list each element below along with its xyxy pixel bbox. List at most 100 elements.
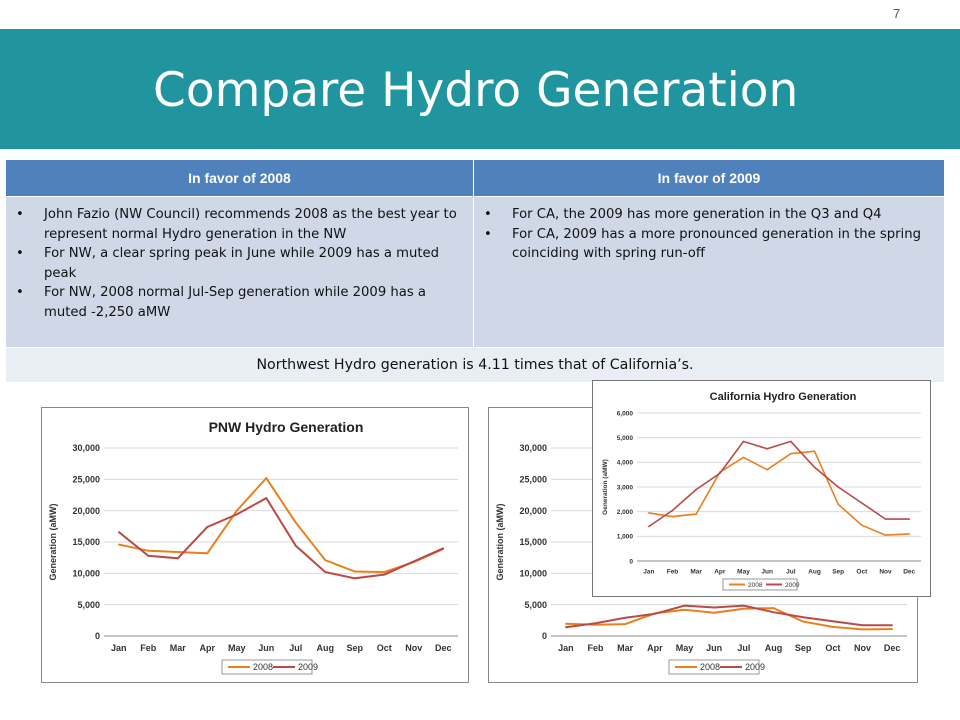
data-point (908, 518, 910, 520)
bullet-text: For NW, a clear spring peak in June whil… (44, 246, 440, 281)
data-point (176, 551, 179, 553)
y-tick-label: 0 (95, 631, 100, 641)
legend-box (221, 659, 313, 675)
pnw-hydro-chart: PNW Hydro Generation 0 5,000 10,000 15,000 20… (48, 419, 458, 675)
bullet-item: • For NW, a clear spring peak in June whi… (16, 244, 465, 283)
data-point (813, 450, 816, 453)
x-tick-label: Jan (111, 643, 127, 653)
title-band: Compare Hydro Generation (0, 29, 960, 149)
y-tick-label: 0 (629, 558, 633, 565)
slide-title: Compare Hydro Generation (153, 63, 799, 118)
y-tick-label: 0 (542, 631, 547, 641)
y-tick-label: 30,000 (72, 443, 100, 453)
y-tick-label: 25,000 (519, 474, 547, 484)
data-point (383, 573, 386, 576)
data-point (235, 509, 238, 512)
data-point (861, 502, 863, 504)
data-point (772, 607, 775, 609)
chart-title: California Hydro Generation (710, 391, 857, 403)
data-point (147, 554, 150, 557)
x-tick-label: Jun (258, 643, 274, 653)
data-point (324, 571, 327, 573)
data-point (147, 549, 150, 552)
data-point (742, 440, 745, 443)
bullet-text: For NW, 2008 normal Jul-Sep generation w… (44, 285, 426, 320)
y-tick-label: 15,000 (72, 537, 100, 547)
data-point (891, 624, 893, 627)
y-tick-label: 5,000 (617, 435, 634, 442)
data-point (742, 456, 745, 459)
x-tick-label: Jan (558, 643, 574, 653)
data-point (235, 513, 238, 516)
data-point (802, 620, 804, 623)
legend-label: 2009 (785, 582, 800, 589)
bullet-text: John Fazio (NW Council) recommends 2008 … (44, 207, 457, 242)
bullet-text: For CA, 2009 has a more pronounced gener… (512, 226, 921, 262)
legend-label: 2008 (253, 662, 273, 672)
data-point (594, 623, 597, 626)
legend-box (668, 659, 760, 675)
data-point (743, 604, 745, 607)
legend-label: 2009 (745, 662, 765, 672)
x-tick-label: Oct (856, 569, 868, 576)
x-tick-label: Jul (737, 643, 750, 653)
x-tick-label: Dec (903, 569, 915, 576)
cell-2009: • For CA, the 2009 has more generation in… (474, 197, 944, 347)
data-point (594, 622, 597, 624)
bullet-marker: • (484, 207, 492, 222)
y-axis-label: Generation (aMW) (48, 503, 58, 580)
data-point (265, 477, 268, 479)
x-tick-label: Nov (854, 643, 871, 653)
x-tick-label: Feb (587, 643, 604, 653)
bullet-marker: • (16, 285, 24, 300)
x-tick-label: Oct (825, 643, 840, 653)
pnw-chart-frame: PNW Hydro Generation 0 5,000 10,000 15,000 20… (41, 407, 469, 683)
data-point (294, 521, 297, 524)
data-point (766, 468, 768, 471)
bullet-item: • John Fazio (NW Council) recommends 2008… (16, 205, 465, 244)
series-line-2009 (648, 440, 910, 528)
series-line-2009 (565, 604, 893, 629)
data-point (861, 628, 864, 631)
legend-label: 2009 (298, 662, 318, 672)
data-point (713, 612, 715, 614)
header-2009: In favor of 2009 (474, 160, 944, 196)
x-tick-label: Mar (690, 569, 702, 576)
x-tick-label: Apr (647, 643, 663, 653)
data-point (324, 559, 327, 561)
data-point (624, 623, 626, 625)
x-tick-label: Feb (667, 569, 679, 576)
bullet-item: • For CA, the 2009 has more generation in… (484, 205, 936, 225)
data-point (832, 626, 834, 628)
cell-2008: • John Fazio (NW Council) recommends 2008… (6, 197, 473, 347)
data-point (832, 620, 834, 623)
series-line-2008 (565, 607, 893, 631)
data-point (719, 472, 721, 475)
x-tick-label: Aug (808, 569, 821, 576)
series-line-2009 (118, 496, 444, 580)
chart-title: PNW Hydro Generation (209, 419, 364, 435)
y-axis-label: Generation (aMW) (495, 503, 505, 580)
x-tick-label: Sep (795, 643, 812, 653)
data-point (908, 533, 910, 535)
header-2008: In favor of 2008 (6, 160, 473, 196)
x-tick-label: Jun (706, 643, 722, 653)
x-tick-label: Apr (200, 643, 216, 653)
x-tick-label: Dec (435, 643, 452, 653)
legend-label: 2008 (700, 662, 720, 672)
data-point (117, 543, 120, 546)
data-point (565, 622, 567, 625)
x-tick-label: Aug (765, 643, 783, 653)
data-point (624, 617, 626, 619)
x-tick-label: Nov (405, 643, 422, 653)
data-point (648, 525, 650, 528)
bullet-text: For CA, the 2009 has more generation in … (512, 207, 882, 222)
y-tick-label: 20,000 (72, 506, 100, 516)
x-tick-label: Mar (617, 643, 634, 653)
y-tick-label: 15,000 (519, 537, 547, 547)
data-point (412, 560, 415, 563)
data-point (837, 503, 839, 506)
series-line-2008 (648, 450, 910, 536)
x-tick-label: Dec (884, 643, 901, 653)
data-point (206, 552, 209, 555)
